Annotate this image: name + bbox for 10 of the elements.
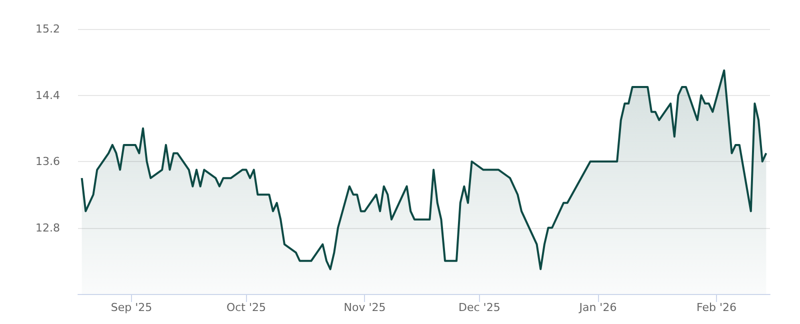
x-tick-label: Nov '25 [344, 301, 386, 314]
y-tick-label: 14.4 [36, 88, 60, 102]
x-tick-label: Jan '26 [578, 301, 617, 314]
x-tick-label: Sep '25 [110, 301, 152, 314]
y-tick-label: 13.6 [36, 155, 60, 168]
x-tick-label: Dec '25 [458, 301, 500, 314]
y-tick-label: 12.8 [36, 221, 60, 234]
x-tick-label: Feb '26 [696, 301, 736, 314]
x-tick-label: Oct '25 [226, 301, 266, 314]
y-tick-label: 15.2 [36, 22, 60, 36]
